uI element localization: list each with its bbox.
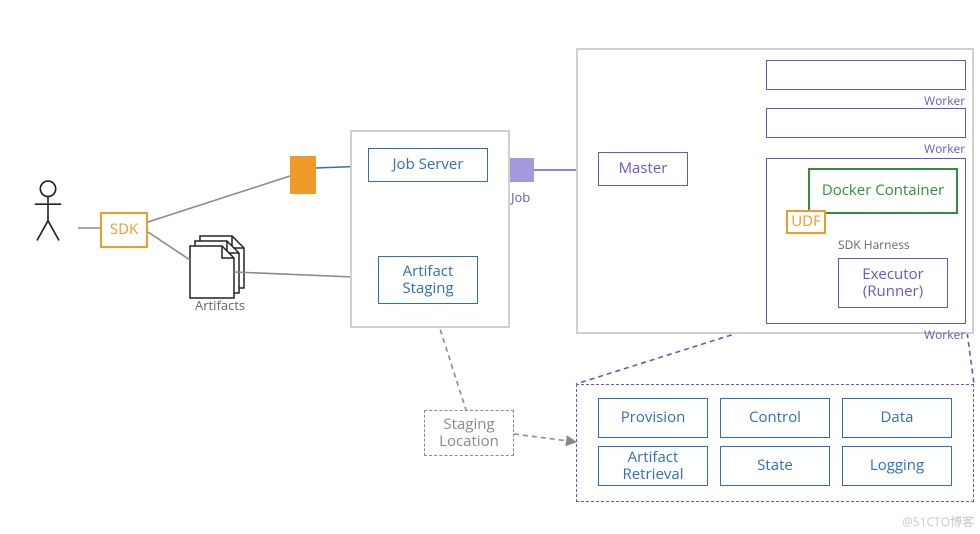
node-data: Data: [842, 398, 952, 438]
node-docker-label: Docker Container: [816, 182, 950, 199]
label-artifacts: Artifacts: [195, 296, 245, 314]
edge-staging-detail: [514, 434, 576, 442]
node-worker1: [766, 60, 966, 90]
node-pipe: [290, 156, 316, 194]
node-data-label: Data: [875, 409, 920, 426]
node-master: Master: [598, 152, 688, 186]
label-job: Job: [511, 188, 530, 206]
node-retrieval-label: Artifact Retrieval: [599, 449, 707, 484]
label-worker3: Worker: [924, 326, 965, 343]
node-provision-label: Provision: [615, 409, 692, 426]
node-master-label: Master: [613, 160, 674, 177]
node-state-label: State: [751, 457, 799, 474]
node-staging: Staging Location: [424, 410, 514, 456]
edge-sdk-stack: [148, 232, 190, 260]
node-worker2: [766, 108, 966, 138]
node-docker: Docker Container: [808, 168, 958, 214]
file-stack-icon: [190, 236, 244, 298]
node-jobbox: [510, 158, 534, 182]
node-retrieval: Artifact Retrieval: [598, 446, 708, 486]
node-control: Control: [720, 398, 830, 438]
node-udf-label: UDF: [785, 213, 827, 230]
node-artifact-label: Artifact Staging: [379, 263, 477, 298]
watermark: @51CTO博客: [902, 513, 974, 530]
node-artifact: Artifact Staging: [378, 256, 478, 304]
node-logging-label: Logging: [864, 457, 930, 474]
node-staging-label: Staging Location: [425, 416, 513, 451]
label-sdkharness: SDK Harness: [838, 236, 910, 253]
node-sdk-label: SDK: [104, 221, 144, 238]
node-jobserver: Job Server: [368, 148, 488, 182]
node-control-label: Control: [743, 409, 807, 426]
label-worker2: Worker: [924, 140, 965, 157]
node-executor: Executor (Runner): [838, 258, 948, 308]
node-sdk: SDK: [100, 212, 148, 248]
node-executor-label: Executor (Runner): [839, 266, 947, 301]
node-state: State: [720, 446, 830, 486]
node-jobserver-label: Job Server: [387, 156, 470, 173]
node-udf: UDF: [786, 210, 826, 234]
edge-sdk-pipe: [148, 176, 290, 222]
label-worker1: Worker: [924, 92, 965, 109]
user-actor-icon: [35, 181, 61, 240]
node-provision: Provision: [598, 398, 708, 438]
node-logging: Logging: [842, 446, 952, 486]
